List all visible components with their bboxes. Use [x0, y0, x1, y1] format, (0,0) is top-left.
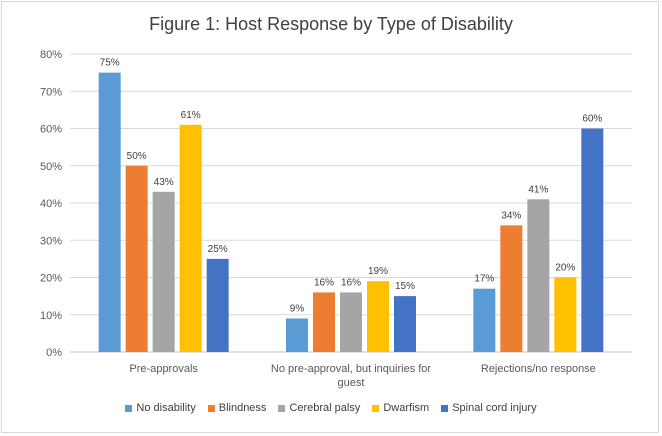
legend-item: Blindness [207, 402, 267, 414]
chart-title: Figure 1: Host Response by Type of Disab… [149, 14, 513, 34]
bar [313, 292, 335, 352]
data-label: 16% [341, 277, 361, 288]
legend-item: Spinal cord injury [441, 402, 537, 414]
data-label: 43% [154, 177, 174, 188]
y-tick-label: 70% [40, 86, 62, 98]
bar [581, 128, 604, 352]
legend-swatch [125, 404, 133, 412]
bar [527, 199, 550, 352]
x-tick-label: No pre-approval, but inquiries for [271, 363, 432, 375]
y-tick-label: 0% [46, 347, 62, 359]
bar [98, 72, 121, 352]
legend-item: Cerebral palsy [278, 402, 360, 414]
y-tick-label: 50% [40, 161, 62, 173]
legend-label: Cerebral palsy [289, 402, 361, 414]
legend-label: No disability [136, 402, 196, 414]
y-tick-label: 80% [40, 49, 62, 61]
bar [340, 292, 362, 352]
data-label: 75% [100, 58, 120, 69]
legend-item: No disability [125, 402, 196, 414]
bar [394, 296, 416, 352]
data-label: 60% [582, 114, 602, 125]
y-tick-label: 30% [40, 235, 62, 247]
bar [554, 277, 577, 352]
data-label: 17% [474, 274, 494, 285]
bar [206, 258, 229, 352]
bar [286, 318, 308, 352]
bar [179, 124, 202, 353]
bar [367, 281, 389, 352]
x-tick-label: Pre-approvals [129, 363, 198, 375]
bar [125, 165, 148, 352]
bar [473, 288, 496, 352]
x-tick-label: Rejections/no response [481, 363, 596, 375]
data-label: 25% [208, 244, 228, 255]
data-label: 9% [290, 303, 305, 314]
data-label: 41% [528, 184, 548, 195]
data-label: 50% [127, 151, 147, 162]
legend-label: Blindness [218, 402, 267, 414]
legend: No disability Blindness Cerebral palsy Dwar… [0, 402, 662, 414]
legend-swatch [207, 404, 215, 412]
bar [152, 191, 175, 352]
data-label: 19% [368, 266, 388, 277]
y-tick-label: 40% [40, 198, 62, 210]
legend-item: Dwarfism [372, 402, 429, 414]
legend-label: Spinal cord injury [452, 402, 537, 414]
legend-swatch [372, 404, 380, 412]
legend-label: Dwarfism [383, 402, 430, 414]
y-tick-label: 10% [40, 310, 62, 322]
y-tick-label: 60% [40, 124, 62, 136]
data-label: 61% [181, 110, 201, 121]
data-label: 34% [501, 210, 521, 221]
data-label: 16% [314, 277, 334, 288]
data-label: 15% [395, 281, 415, 292]
x-tick-label: guest [338, 377, 365, 389]
data-label: 20% [555, 263, 575, 274]
legend-swatch [441, 404, 449, 412]
y-tick-label: 20% [40, 273, 62, 285]
bar [500, 225, 523, 352]
legend-swatch [278, 404, 286, 412]
